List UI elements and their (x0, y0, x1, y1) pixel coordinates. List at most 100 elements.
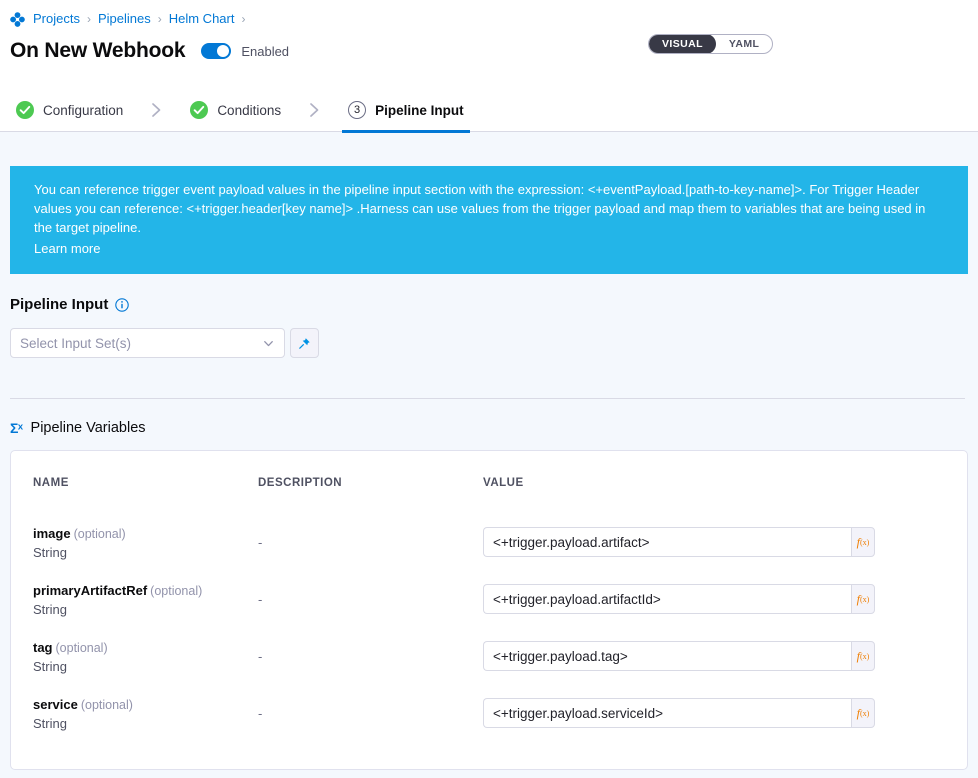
value-field: f(x) (483, 641, 875, 671)
page-title: On New Webhook (10, 39, 186, 62)
expression-fx-button[interactable]: f (x) (851, 698, 875, 728)
pipeline-input-section: Pipeline Input Select Input Set(s) (0, 296, 978, 358)
breadcrumb-item-projects[interactable]: Projects (33, 11, 80, 26)
expression-fx-button[interactable]: f (x) (851, 584, 875, 614)
fx-label: f (856, 705, 860, 720)
input-set-select[interactable]: Select Input Set(s) (10, 328, 285, 358)
variables-table-body: image(optional) String - f(x) primaryArt… (33, 519, 945, 747)
variable-optional-tag: (optional) (80, 697, 133, 712)
page-header: Projects › Pipelines › Helm Chart › On N… (0, 0, 978, 88)
section-divider (10, 398, 965, 399)
step-number-badge: 3 (348, 101, 367, 119)
input-set-placeholder: Select Input Set(s) (20, 335, 132, 351)
view-mode-toggle: VISUAL YAML (648, 34, 774, 54)
column-header-description: DESCRIPTION (258, 477, 343, 489)
variable-value-cell: f(x) (483, 576, 945, 633)
tab-chevron-icon (287, 88, 342, 131)
table-row: image(optional) String - f(x) (33, 519, 945, 576)
tab-configuration[interactable]: Configuration (10, 88, 129, 132)
yaml-mode-button[interactable]: YAML (716, 35, 772, 53)
variable-value-input[interactable] (483, 698, 851, 728)
value-field: f(x) (483, 698, 875, 728)
enabled-toggle-label: Enabled (241, 43, 290, 59)
enabled-toggle-group: Enabled (201, 43, 289, 59)
table-header-row: NAME DESCRIPTION VALUE (33, 477, 945, 519)
variable-value-cell: f(x) (483, 519, 945, 576)
pipeline-variables-title: Pipeline Variables (30, 420, 146, 436)
variable-type: String (33, 601, 67, 617)
pin-icon (299, 337, 310, 349)
variable-description: - (258, 705, 263, 721)
variable-value-input[interactable] (483, 527, 851, 557)
pipeline-input-header: Pipeline Input (10, 296, 968, 313)
tab-pipeline-input[interactable]: 3 Pipeline Input (342, 88, 470, 133)
tab-label: Configuration (43, 102, 124, 118)
title-row: On New Webhook Enabled (0, 27, 978, 63)
variable-value-cell: f(x) (483, 690, 945, 747)
variables-table: NAME DESCRIPTION VALUE image (optional) S… (33, 477, 945, 747)
variable-type: String (33, 658, 67, 674)
column-header-name: NAME (33, 477, 69, 489)
variable-name: image (33, 525, 71, 541)
info-banner: You can reference trigger event payload … (10, 166, 968, 274)
variable-name: primaryArtifactRef (33, 582, 148, 598)
info-icon[interactable] (115, 297, 130, 312)
breadcrumb-separator: › (157, 12, 162, 26)
banner-line-1: You can reference trigger event payload … (34, 182, 806, 197)
input-set-row: Select Input Set(s) (10, 328, 968, 358)
harness-logo-icon (10, 11, 25, 27)
variable-name-cell: tag (optional) String (33, 633, 258, 690)
variable-name-cell: primaryArtifactRef (optional) String (33, 576, 258, 633)
breadcrumb: Projects › Pipelines › Helm Chart › (0, 0, 978, 27)
tab-label: Pipeline Input (375, 102, 464, 118)
pipeline-variables-card: NAME DESCRIPTION VALUE image (optional) S… (10, 450, 968, 770)
variable-type: String (33, 715, 67, 731)
breadcrumb-separator: › (86, 12, 91, 26)
variable-description: - (258, 534, 263, 550)
step-tabs: Configuration Conditions 3 Pipeline Inpu… (0, 88, 978, 133)
variable-optional-tag: (optional) (73, 526, 126, 541)
table-row: service(optional) String - f(x) (33, 690, 945, 747)
variable-name-cell: service (optional) String (33, 690, 258, 747)
variable-value-cell: f(x) (483, 633, 945, 690)
table-row: primaryArtifactRef(optional) String - f(… (33, 576, 945, 633)
column-header-value: VALUE (483, 477, 524, 489)
pipeline-variables-header: Σˣ Pipeline Variables (10, 420, 978, 436)
tab-conditions[interactable]: Conditions (184, 88, 287, 132)
chevron-right-icon (310, 102, 319, 117)
variable-value-input[interactable] (483, 584, 851, 614)
value-field: f(x) (483, 584, 875, 614)
chevron-right-icon (152, 102, 161, 117)
table-row: tag(optional) String - f(x) (33, 633, 945, 690)
fx-label: f (856, 648, 860, 663)
sigma-variables-icon: Σˣ (10, 420, 23, 436)
chevron-down-icon (264, 340, 273, 346)
variable-type: String (33, 544, 67, 560)
variable-name: service (33, 696, 78, 712)
variable-value-input[interactable] (483, 641, 851, 671)
visual-mode-button[interactable]: VISUAL (649, 35, 716, 53)
learn-more-link[interactable]: Learn more (34, 241, 101, 256)
breadcrumb-item-helm-chart[interactable]: Helm Chart (168, 11, 235, 26)
banner-line-2: For Trigger Header values you can refere… (34, 182, 926, 235)
check-circle-icon (16, 101, 34, 119)
variable-optional-tag: (optional) (55, 640, 108, 655)
variable-name-cell: image (optional) String (33, 519, 258, 576)
toggle-knob (217, 45, 230, 57)
breadcrumb-separator: › (241, 12, 246, 26)
tab-label: Conditions (217, 102, 282, 118)
pin-input-set-button[interactable] (290, 328, 319, 358)
expression-fx-button[interactable]: f (x) (851, 527, 875, 557)
check-circle-icon (190, 101, 209, 119)
expression-fx-button[interactable]: f (x) (851, 641, 875, 671)
variable-name: tag (33, 639, 53, 655)
variable-description: - (258, 591, 263, 607)
fx-label: f (856, 534, 860, 549)
fx-label: f (856, 591, 860, 606)
value-field: f(x) (483, 527, 875, 557)
breadcrumb-item-pipelines[interactable]: Pipelines (97, 11, 151, 26)
pipeline-input-title: Pipeline Input (10, 296, 109, 313)
tab-chevron-icon (129, 88, 184, 131)
variable-description: - (258, 648, 263, 664)
enabled-toggle[interactable] (201, 43, 232, 59)
